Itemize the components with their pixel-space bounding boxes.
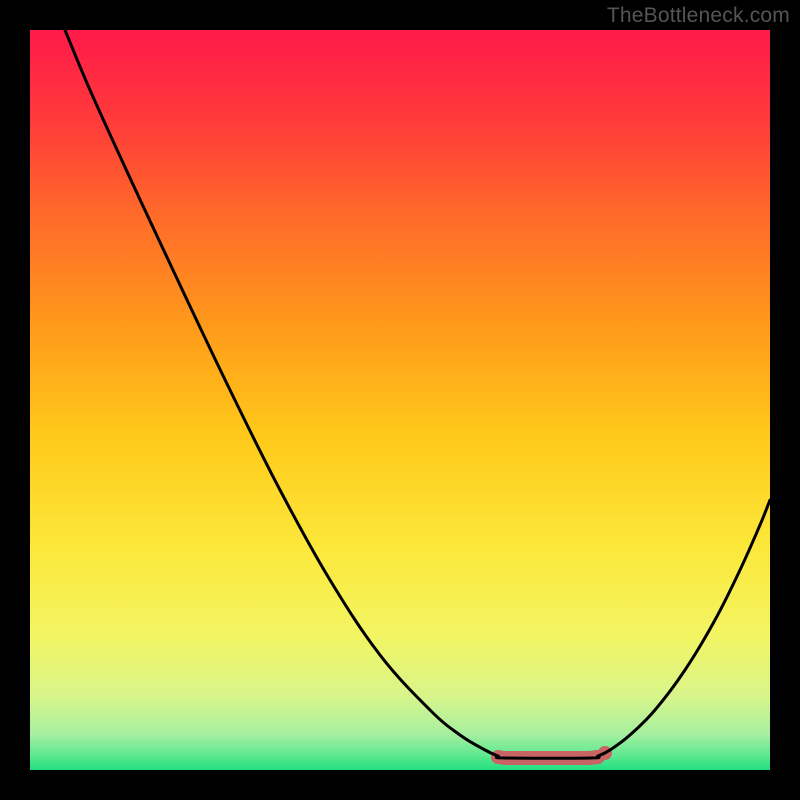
watermark-text: TheBottleneck.com [607,4,790,28]
plot-area [30,30,770,770]
chart-container: TheBottleneck.com [0,0,800,800]
curve-layer [30,30,770,770]
bottleneck-curve [65,30,770,758]
